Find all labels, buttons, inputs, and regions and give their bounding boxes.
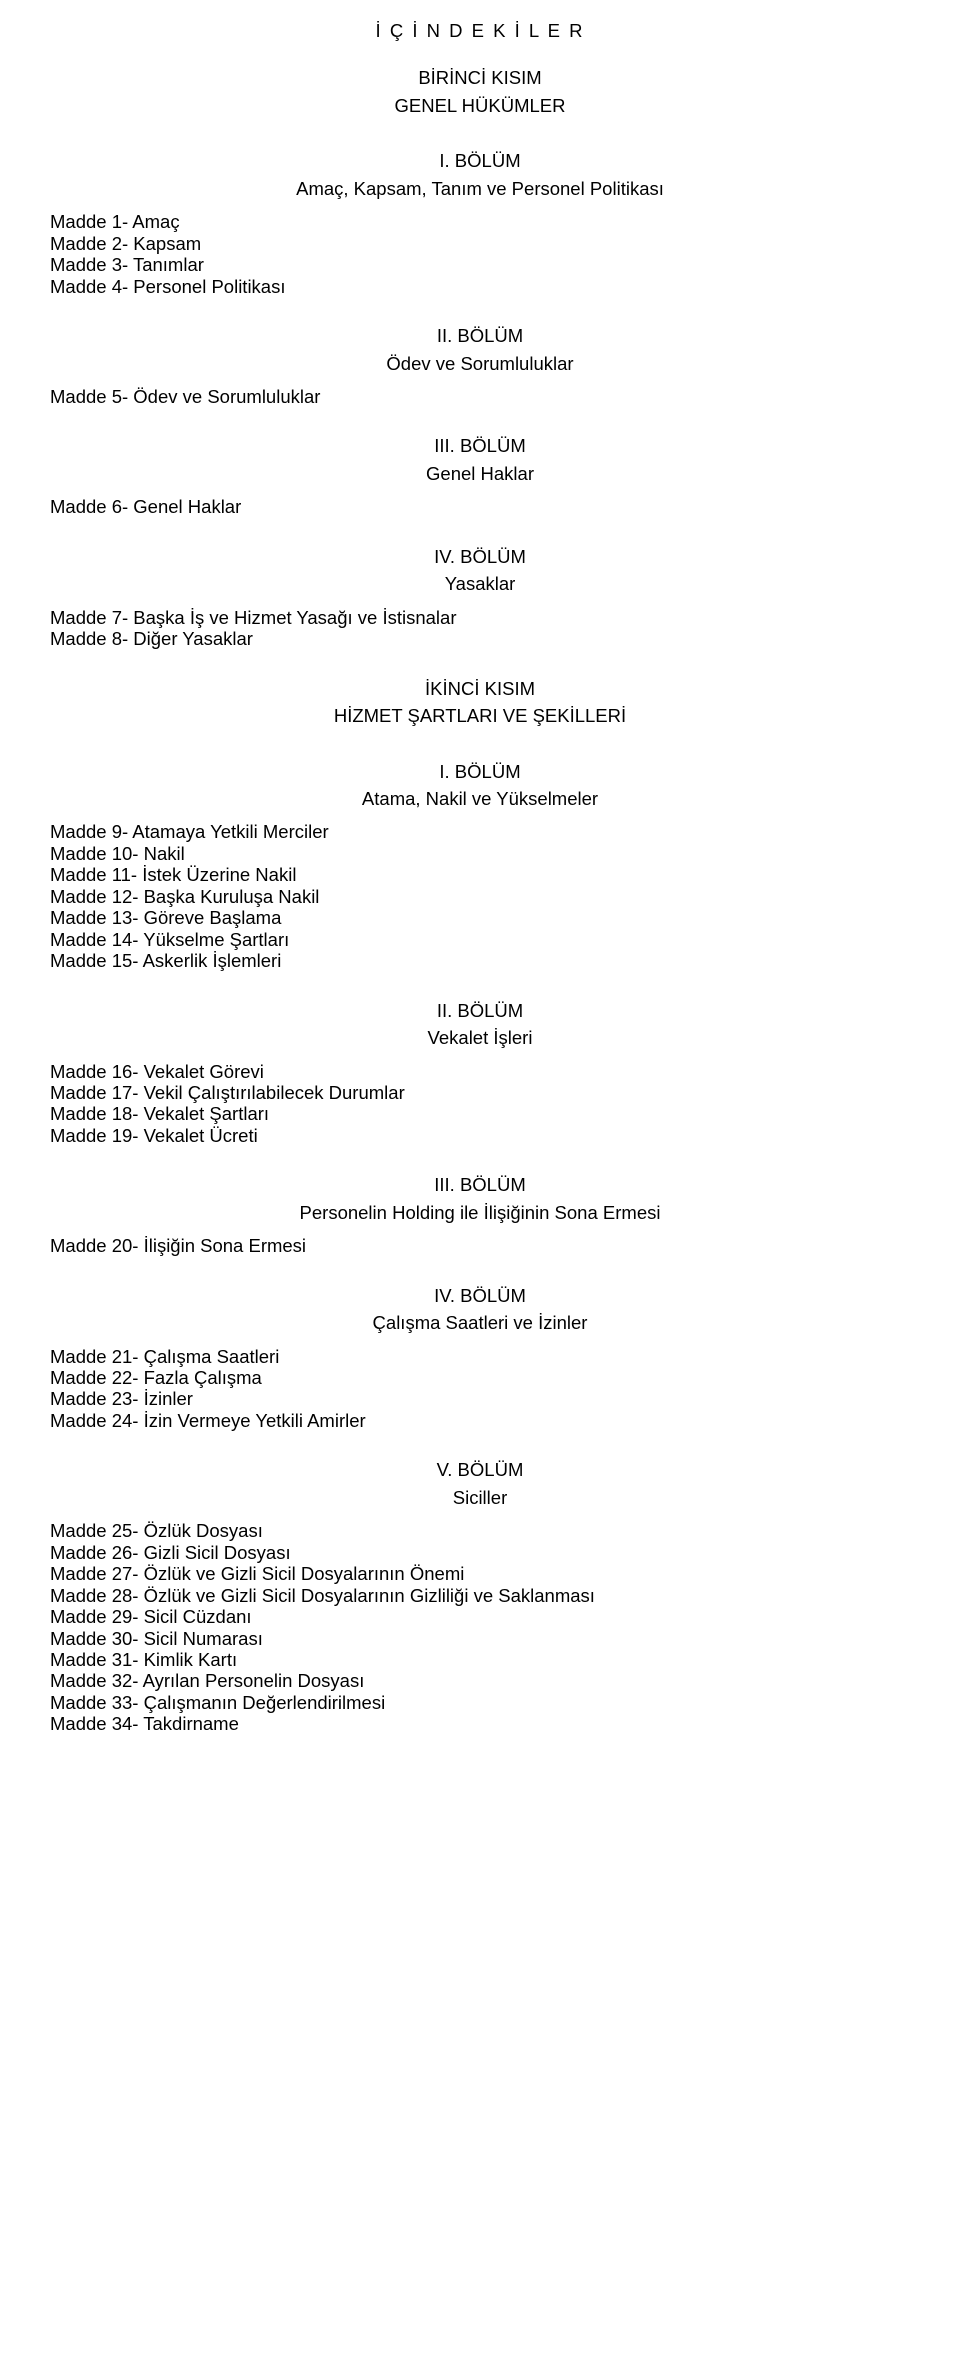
- bolum9-heading: V. BÖLÜM: [50, 1459, 910, 1480]
- group6: Madde 16- Vekalet Görevi Madde 17- Vekil…: [50, 1061, 910, 1147]
- bolum3-heading: III. BÖLÜM: [50, 435, 910, 456]
- bolum6-heading: II. BÖLÜM: [50, 1000, 910, 1021]
- toc-item: Madde 18- Vekalet Şartları: [50, 1103, 910, 1124]
- toc-item: Madde 26- Gizli Sicil Dosyası: [50, 1542, 910, 1563]
- toc-item: Madde 4- Personel Politikası: [50, 276, 910, 297]
- bolum7-heading: III. BÖLÜM: [50, 1174, 910, 1195]
- toc-item: Madde 1- Amaç: [50, 211, 910, 232]
- part2-title: HİZMET ŞARTLARI VE ŞEKİLLERİ: [50, 705, 910, 726]
- toc-item: Madde 31- Kimlik Kartı: [50, 1649, 910, 1670]
- group4: Madde 7- Başka İş ve Hizmet Yasağı ve İs…: [50, 607, 910, 650]
- bolum8-sub: Çalışma Saatleri ve İzinler: [50, 1312, 910, 1333]
- toc-item: Madde 19- Vekalet Ücreti: [50, 1125, 910, 1146]
- bolum1-sub: Amaç, Kapsam, Tanım ve Personel Politika…: [50, 178, 910, 199]
- toc-item: Madde 27- Özlük ve Gizli Sicil Dosyaları…: [50, 1563, 910, 1584]
- bolum2-sub: Ödev ve Sorumluluklar: [50, 353, 910, 374]
- group8: Madde 21- Çalışma Saatleri Madde 22- Faz…: [50, 1346, 910, 1432]
- bolum3-sub: Genel Haklar: [50, 463, 910, 484]
- group2: Madde 5- Ödev ve Sorumluluklar: [50, 386, 910, 407]
- toc-item: Madde 30- Sicil Numarası: [50, 1628, 910, 1649]
- bolum5-heading: I. BÖLÜM: [50, 761, 910, 782]
- group1: Madde 1- Amaç Madde 2- Kapsam Madde 3- T…: [50, 211, 910, 297]
- toc-item: Madde 10- Nakil: [50, 843, 910, 864]
- bolum4-sub: Yasaklar: [50, 573, 910, 594]
- toc-item: Madde 33- Çalışmanın Değerlendirilmesi: [50, 1692, 910, 1713]
- part1-kisim: BİRİNCİ KISIM: [50, 67, 910, 88]
- toc-item: Madde 6- Genel Haklar: [50, 496, 910, 517]
- bolum7-sub: Personelin Holding ile İlişiğinin Sona E…: [50, 1202, 910, 1223]
- bolum6-sub: Vekalet İşleri: [50, 1027, 910, 1048]
- group9: Madde 25- Özlük Dosyası Madde 26- Gizli …: [50, 1520, 910, 1735]
- toc-item: Madde 8- Diğer Yasaklar: [50, 628, 910, 649]
- toc-item: Madde 34- Takdirname: [50, 1713, 910, 1734]
- toc-item: Madde 2- Kapsam: [50, 233, 910, 254]
- toc-item: Madde 7- Başka İş ve Hizmet Yasağı ve İs…: [50, 607, 910, 628]
- bolum9-sub: Siciller: [50, 1487, 910, 1508]
- toc-item: Madde 21- Çalışma Saatleri: [50, 1346, 910, 1367]
- group3: Madde 6- Genel Haklar: [50, 496, 910, 517]
- toc-item: Madde 29- Sicil Cüzdanı: [50, 1606, 910, 1627]
- toc-item: Madde 9- Atamaya Yetkili Merciler: [50, 821, 910, 842]
- toc-item: Madde 12- Başka Kuruluşa Nakil: [50, 886, 910, 907]
- bolum4-heading: IV. BÖLÜM: [50, 546, 910, 567]
- part1-title: GENEL HÜKÜMLER: [50, 95, 910, 116]
- toc-item: Madde 24- İzin Vermeye Yetkili Amirler: [50, 1410, 910, 1431]
- group5: Madde 9- Atamaya Yetkili Merciler Madde …: [50, 821, 910, 971]
- toc-item: Madde 17- Vekil Çalıştırılabilecek Durum…: [50, 1082, 910, 1103]
- toc-item: Madde 16- Vekalet Görevi: [50, 1061, 910, 1082]
- main-title: İ Ç İ N D E K İ L E R: [50, 20, 910, 41]
- bolum1-heading: I. BÖLÜM: [50, 150, 910, 171]
- toc-item: Madde 32- Ayrılan Personelin Dosyası: [50, 1670, 910, 1691]
- group7: Madde 20- İlişiğin Sona Ermesi: [50, 1235, 910, 1256]
- bolum2-heading: II. BÖLÜM: [50, 325, 910, 346]
- toc-item: Madde 28- Özlük ve Gizli Sicil Dosyaları…: [50, 1585, 910, 1606]
- toc-item: Madde 20- İlişiğin Sona Ermesi: [50, 1235, 910, 1256]
- part2-kisim: İKİNCİ KISIM: [50, 678, 910, 699]
- toc-item: Madde 25- Özlük Dosyası: [50, 1520, 910, 1541]
- toc-item: Madde 22- Fazla Çalışma: [50, 1367, 910, 1388]
- toc-item: Madde 13- Göreve Başlama: [50, 907, 910, 928]
- toc-item: Madde 5- Ödev ve Sorumluluklar: [50, 386, 910, 407]
- toc-item: Madde 11- İstek Üzerine Nakil: [50, 864, 910, 885]
- toc-item: Madde 3- Tanımlar: [50, 254, 910, 275]
- toc-item: Madde 14- Yükselme Şartları: [50, 929, 910, 950]
- toc-item: Madde 23- İzinler: [50, 1388, 910, 1409]
- bolum8-heading: IV. BÖLÜM: [50, 1285, 910, 1306]
- bolum5-sub: Atama, Nakil ve Yükselmeler: [50, 788, 910, 809]
- toc-item: Madde 15- Askerlik İşlemleri: [50, 950, 910, 971]
